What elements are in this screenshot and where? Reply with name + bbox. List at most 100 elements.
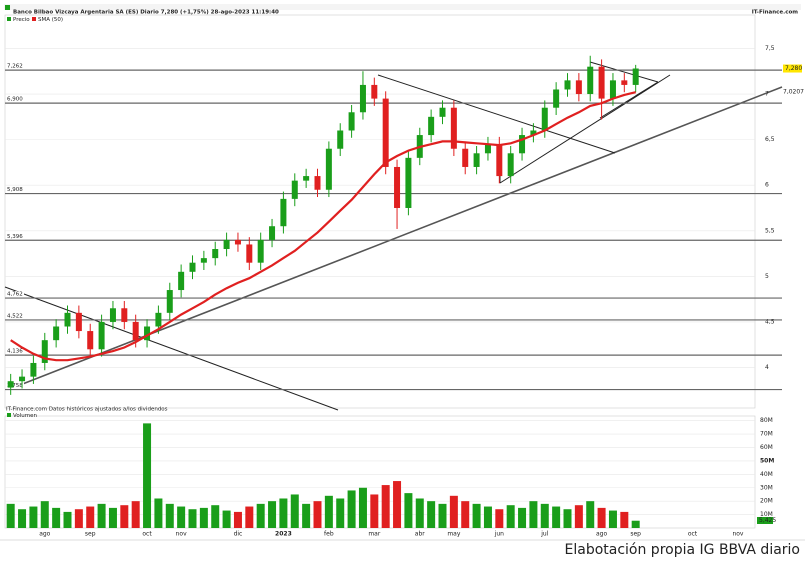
volume-bar <box>154 498 163 528</box>
x-tick-label: mar <box>368 531 381 538</box>
level-label: 6,900 <box>7 97 23 103</box>
legend-swatch <box>32 17 36 21</box>
logo <box>5 5 10 10</box>
legend-swatch <box>7 413 11 417</box>
y-tick-label: 4 <box>765 364 769 371</box>
candle-body <box>189 262 196 272</box>
level-label-box <box>6 186 24 193</box>
candle-body <box>450 107 457 149</box>
volume-bar <box>131 501 140 528</box>
candle-body <box>598 66 605 99</box>
volume-bar <box>336 498 345 528</box>
volume-bar <box>631 520 640 528</box>
volume-bar <box>222 510 231 528</box>
panel-note: IT-Finance.com Datos históricos ajustado… <box>6 406 168 413</box>
volume-bar <box>552 506 561 528</box>
volume-bar <box>506 505 515 528</box>
volume-bar <box>563 509 572 528</box>
x-tick-label: jun <box>494 531 504 538</box>
y-tick-label: 4,5 <box>765 318 775 325</box>
candle-body <box>575 80 582 95</box>
volume-bar <box>199 507 208 528</box>
candle-body <box>200 258 207 263</box>
volume-bar <box>427 501 436 528</box>
volume-bar <box>540 503 549 528</box>
volume-panel <box>4 415 756 529</box>
candle-body <box>19 376 26 382</box>
x-tick-label: nov <box>732 531 743 538</box>
volume-bar <box>143 423 152 528</box>
volume-bar <box>74 509 83 528</box>
last-volume-label: 5,425 <box>759 517 776 524</box>
level-label-box <box>6 291 24 298</box>
level-label: 3,758 <box>7 383 23 389</box>
volume-bar <box>518 507 527 528</box>
level-label-box <box>6 63 24 70</box>
volume-bar <box>608 510 617 528</box>
grid-layer <box>5 48 755 515</box>
y-tick-label: 10M <box>760 511 773 518</box>
volume-bar <box>597 507 606 528</box>
level-label: 4,136 <box>7 349 23 355</box>
candle-body <box>212 249 219 259</box>
trend-line <box>599 81 659 119</box>
candle-body <box>234 239 241 245</box>
x-tick-label: oct <box>688 531 698 538</box>
volume-bar <box>290 494 299 528</box>
candle-body <box>371 84 378 99</box>
candle-body <box>530 130 537 136</box>
legend-label: SMA (50) <box>38 17 63 23</box>
volume-bar <box>381 485 390 528</box>
y-tick-label: 6,5 <box>765 136 775 143</box>
volume-bar <box>620 511 629 528</box>
volume-bar <box>165 503 174 528</box>
volume-bar <box>415 498 424 528</box>
header-bar <box>4 4 801 10</box>
level-label: 4,522 <box>7 313 23 319</box>
volume-bar <box>6 503 15 528</box>
candle-body <box>621 80 628 85</box>
candle-body <box>291 180 298 199</box>
footer-note: Elabotación propia IG BBVA diario <box>565 542 801 558</box>
volume-bar <box>268 501 277 528</box>
candle-body <box>223 239 230 250</box>
candle-body <box>359 84 366 113</box>
candle-body <box>337 130 344 149</box>
last-price-box <box>783 64 802 73</box>
volume-bar <box>449 495 458 528</box>
level-label: 7,262 <box>7 64 23 70</box>
last-volume-box <box>757 517 773 524</box>
volume-bar <box>188 509 197 528</box>
candle-body <box>609 80 616 99</box>
candle-body <box>587 66 594 95</box>
volume-bar <box>108 507 117 528</box>
y-tick-label: 40M <box>760 471 773 478</box>
legend-label: Volumen <box>13 413 37 419</box>
candle-body <box>405 157 412 208</box>
y-tick-label: 7,5 <box>765 45 775 52</box>
volume-bar <box>529 501 538 528</box>
candle-body <box>303 176 310 181</box>
x-tick-label: ago <box>596 531 607 538</box>
candle-body <box>155 312 162 327</box>
volume-bar <box>63 511 72 528</box>
volume-bar <box>233 511 242 528</box>
x-tick-label: jul <box>540 531 548 538</box>
candle-body <box>121 308 128 322</box>
x-tick-label: oct <box>142 531 152 538</box>
volume-bar <box>245 506 254 528</box>
candle-body <box>257 239 264 263</box>
x-tick-label: sep <box>85 531 96 538</box>
candle-body <box>64 312 71 327</box>
x-tick-label: 2023 <box>275 531 292 538</box>
candle-body <box>348 112 355 131</box>
volume-bar <box>302 503 311 528</box>
candle-body <box>325 148 332 190</box>
candle-body <box>7 381 14 388</box>
candle-body <box>144 326 151 341</box>
y-tick-label: 80M <box>760 417 773 424</box>
x-tick-label: sep <box>630 531 641 538</box>
volume-bar <box>97 503 106 528</box>
level-label-box <box>6 233 24 240</box>
